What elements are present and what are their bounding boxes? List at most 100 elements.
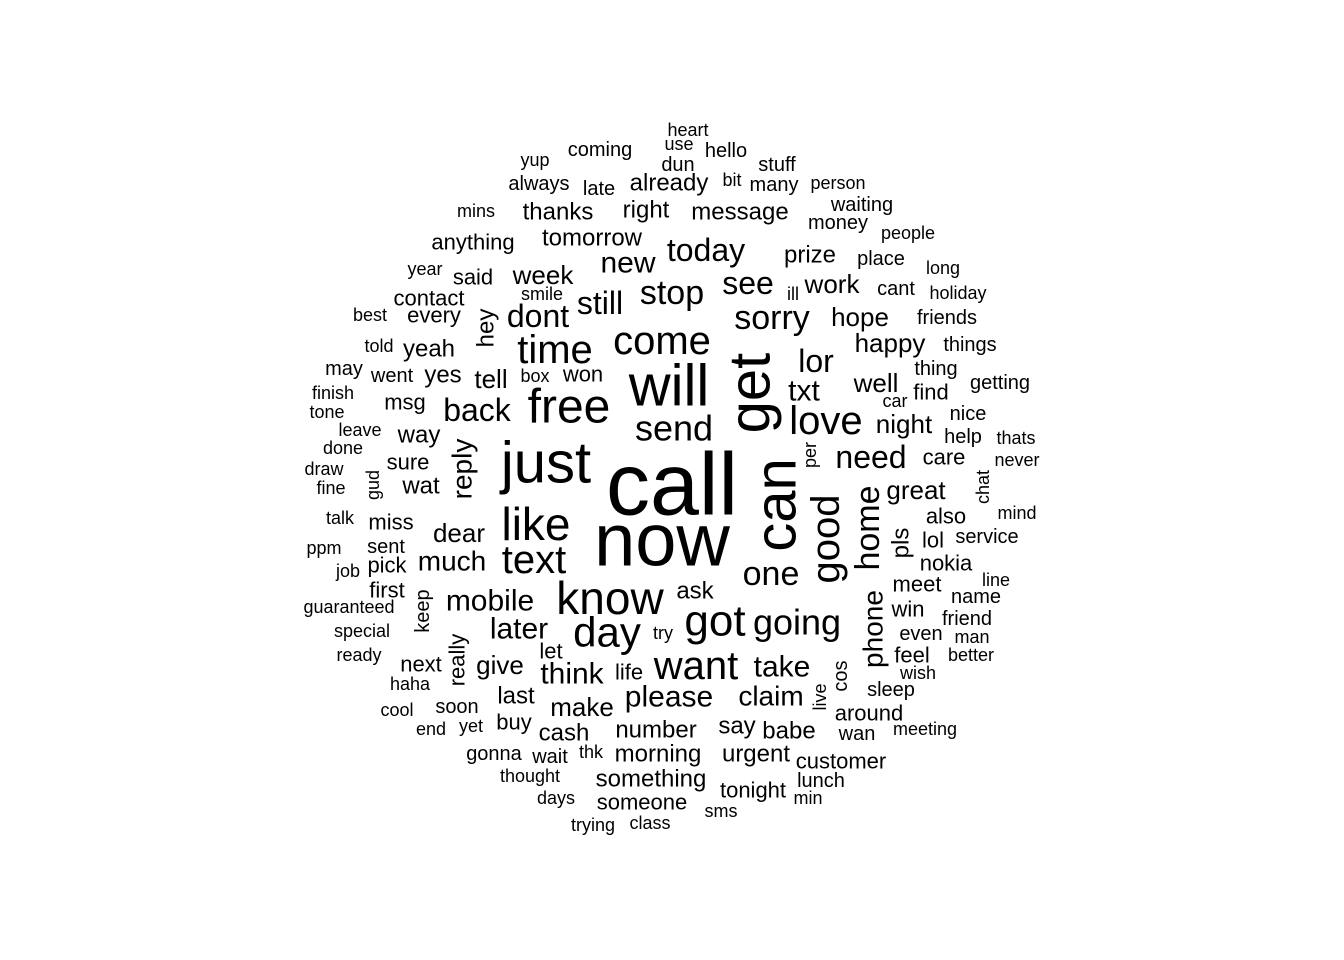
cloud-word-min: min	[793, 788, 822, 808]
cloud-word-claim: claim	[738, 681, 803, 712]
cloud-word-tonight: tonight	[720, 778, 786, 803]
cloud-word-heart: heart	[667, 120, 708, 140]
cloud-word-yup: yup	[520, 150, 549, 170]
cloud-word-ppm: ppm	[306, 538, 341, 558]
cloud-word-mobile: mobile	[446, 585, 534, 618]
cloud-word-dun: dun	[661, 154, 694, 176]
cloud-word-things: things	[943, 334, 996, 356]
cloud-word-can: can	[744, 458, 809, 552]
cloud-word-may: may	[325, 358, 363, 380]
cloud-word-ready: ready	[336, 645, 381, 665]
cloud-word-life: life	[615, 660, 643, 685]
cloud-word-bit: bit	[722, 170, 741, 190]
cloud-word-best: best	[353, 305, 387, 325]
cloud-word-will: will	[628, 354, 710, 419]
cloud-word-wat: wat	[401, 473, 440, 500]
cloud-word-wish: wish	[899, 663, 936, 683]
cloud-word-now: now	[594, 499, 730, 582]
cloud-word-help: help	[944, 426, 982, 448]
cloud-word-going: going	[753, 602, 841, 643]
cloud-word-message: message	[691, 199, 788, 226]
cloud-word-make: make	[550, 692, 614, 722]
cloud-word-smile: smile	[521, 284, 563, 304]
cloud-word-yeah: yeah	[403, 336, 455, 363]
cloud-word-yes: yes	[424, 362, 461, 389]
cloud-word-gud: gud	[363, 470, 383, 500]
cloud-word-always: always	[508, 173, 569, 195]
cloud-word-fine: fine	[316, 478, 345, 498]
cloud-word-txt: txt	[788, 375, 820, 408]
cloud-word-back: back	[443, 392, 512, 428]
cloud-word-cos: cos	[830, 660, 852, 691]
cloud-word-trying: trying	[571, 815, 615, 835]
cloud-word-nokia: nokia	[920, 551, 973, 576]
cloud-word-say: say	[718, 713, 755, 740]
cloud-word-car: car	[882, 391, 907, 411]
cloud-word-miss: miss	[368, 510, 413, 535]
cloud-word-leave: leave	[338, 420, 381, 440]
cloud-word-home: home	[849, 485, 887, 570]
cloud-word-time: time	[517, 328, 593, 372]
cloud-word-finish: finish	[312, 383, 354, 403]
cloud-word-sms: sms	[705, 801, 738, 821]
cloud-word-told: told	[364, 336, 393, 356]
cloud-word-every: every	[407, 303, 461, 328]
cloud-word-win: win	[890, 597, 924, 622]
cloud-word-hope: hope	[831, 302, 889, 332]
cloud-word-dear: dear	[433, 518, 485, 548]
cloud-word-yet: yet	[459, 716, 483, 736]
cloud-word-friends: friends	[917, 307, 977, 329]
cloud-word-line: line	[982, 570, 1010, 590]
cloud-word-good: good	[804, 495, 848, 584]
cloud-word-late: late	[583, 178, 615, 200]
cloud-word-mins: mins	[457, 201, 495, 221]
cloud-word-thk: thk	[579, 742, 604, 762]
cloud-word-week: week	[512, 260, 575, 290]
cloud-word-buy: buy	[496, 710, 531, 735]
cloud-word-coming: coming	[568, 139, 632, 161]
cloud-word-cant: cant	[877, 278, 915, 300]
cloud-word-stop: stop	[640, 274, 704, 312]
cloud-word-better: better	[948, 645, 994, 665]
cloud-word-tone: tone	[309, 402, 344, 422]
cloud-word-reply: reply	[447, 439, 478, 500]
cloud-word-stuff: stuff	[758, 154, 796, 176]
cloud-word-see: see	[722, 265, 774, 301]
cloud-word-well: well	[853, 368, 899, 398]
cloud-word-also: also	[926, 504, 966, 529]
cloud-word-holiday: holiday	[929, 283, 986, 303]
cloud-word-meet: meet	[893, 572, 942, 597]
cloud-word-give: give	[476, 650, 524, 680]
cloud-word-class: class	[629, 813, 670, 833]
cloud-word-people: people	[881, 223, 935, 243]
cloud-word-cool: cool	[380, 700, 413, 720]
cloud-word-number: number	[615, 717, 696, 744]
cloud-word-new: new	[600, 247, 655, 280]
cloud-word-ill: ill	[787, 284, 799, 304]
cloud-word-lor: lor	[798, 343, 834, 379]
cloud-word-days: days	[537, 788, 575, 808]
cloud-word-like: like	[501, 498, 570, 550]
cloud-word-come: come	[613, 319, 711, 363]
cloud-word-work: work	[804, 269, 861, 299]
cloud-word-went: went	[370, 365, 414, 387]
cloud-word-sent: sent	[367, 536, 405, 558]
cloud-word-man: man	[954, 627, 989, 647]
cloud-word-right: right	[623, 197, 670, 224]
cloud-word-think: think	[540, 658, 604, 691]
cloud-word-care: care	[923, 445, 966, 470]
cloud-word-won: won	[562, 362, 603, 387]
cloud-word-place: place	[857, 248, 905, 270]
cloud-word-end: end	[416, 719, 446, 739]
cloud-word-urgent: urgent	[722, 741, 790, 768]
cloud-word-tomorrow: tomorrow	[542, 225, 643, 252]
cloud-word-thats: thats	[996, 428, 1035, 448]
cloud-word-msg: msg	[384, 390, 426, 415]
cloud-word-around: around	[835, 701, 904, 726]
cloud-word-still: still	[577, 285, 623, 321]
cloud-word-already: already	[630, 170, 709, 197]
cloud-word-per: per	[800, 442, 820, 468]
cloud-word-know: know	[556, 572, 664, 624]
cloud-word-haha: haha	[390, 674, 431, 694]
cloud-word-way: way	[397, 422, 441, 449]
